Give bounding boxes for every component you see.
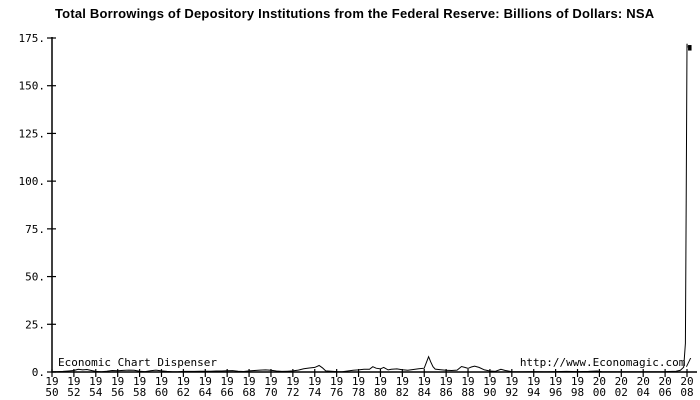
x-tick-label-year: 00 (593, 386, 606, 399)
x-tick-label-century: 19 (221, 375, 234, 388)
x-tick-label-century: 19 (527, 375, 540, 388)
watermark-economagic-url: http://www.Economagic.com/ (519, 356, 692, 369)
x-tick-label-century: 19 (133, 375, 146, 388)
chart-title: Total Borrowings of Depository Instituti… (55, 6, 655, 21)
x-tick-label-year: 82 (396, 386, 409, 399)
x-tick-label-century: 19 (111, 375, 124, 388)
x-tick-label-century: 19 (549, 375, 562, 388)
x-tick-label-century: 19 (67, 375, 80, 388)
x-tick-label-century: 19 (461, 375, 474, 388)
y-tick-label: 25. (25, 318, 45, 331)
x-tick-label-year: 84 (418, 386, 432, 399)
x-tick-label-year: 64 (199, 386, 213, 399)
x-tick-label-year: 96 (549, 386, 562, 399)
y-tick-label: 75. (25, 223, 45, 236)
x-tick-label-century: 20 (637, 375, 650, 388)
x-tick-label-century: 20 (658, 375, 671, 388)
x-tick-label-century: 19 (177, 375, 190, 388)
watermark-economic-chart-dispenser: Economic Chart Dispenser (58, 356, 217, 369)
x-tick-label-year: 50 (45, 386, 58, 399)
x-tick-label-century: 19 (483, 375, 496, 388)
x-tick-label-century: 19 (308, 375, 321, 388)
x-tick-label-century: 19 (571, 375, 584, 388)
x-tick-label-year: 04 (637, 386, 651, 399)
x-tick-label-year: 62 (177, 386, 190, 399)
x-tick-label-century: 20 (680, 375, 693, 388)
x-tick-label-century: 19 (396, 375, 409, 388)
x-tick-label-year: 02 (615, 386, 628, 399)
x-tick-label-year: 86 (440, 386, 453, 399)
x-tick-label-year: 58 (133, 386, 146, 399)
x-tick-label-year: 54 (89, 386, 103, 399)
axes (51, 37, 697, 373)
x-tick-label-century: 19 (155, 375, 168, 388)
x-tick-label-century: 20 (615, 375, 628, 388)
x-tick-label-year: 94 (527, 386, 541, 399)
x-tick-label-century: 19 (242, 375, 255, 388)
x-tick-label-year: 78 (352, 386, 365, 399)
x-tick-label-year: 68 (242, 386, 255, 399)
x-tick-label-century: 19 (286, 375, 299, 388)
x-tick-label-year: 76 (330, 386, 343, 399)
series-end-marker (688, 45, 692, 51)
x-tick-label-year: 66 (221, 386, 234, 399)
x-tick-label-year: 70 (264, 386, 277, 399)
x-tick-label-century: 19 (45, 375, 58, 388)
x-tick-label-year: 90 (483, 386, 496, 399)
x-tick-label-year: 88 (461, 386, 474, 399)
x-tick-label-century: 19 (89, 375, 102, 388)
y-tick-label: 175. (19, 32, 46, 45)
x-tick-label-year: 60 (155, 386, 168, 399)
y-tick-label: 50. (25, 271, 45, 284)
x-tick-label-century: 19 (264, 375, 277, 388)
y-tick-label: 0. (32, 366, 45, 379)
x-tick-label-year: 06 (658, 386, 671, 399)
x-tick-label-century: 19 (352, 375, 365, 388)
x-tick-label-year: 52 (67, 386, 80, 399)
x-tick-label-century: 19 (440, 375, 453, 388)
x-tick-label-year: 56 (111, 386, 124, 399)
x-tick-label-year: 98 (571, 386, 584, 399)
x-tick-label-century: 19 (199, 375, 212, 388)
x-tick-label-century: 19 (374, 375, 387, 388)
x-tick-label-century: 19 (505, 375, 518, 388)
x-tick-label-century: 19 (418, 375, 431, 388)
x-tick-label-year: 92 (505, 386, 518, 399)
x-tick-label-century: 19 (330, 375, 343, 388)
y-tick-label: 150. (19, 80, 46, 93)
x-tick-label-year: 08 (680, 386, 693, 399)
data-line (51, 43, 688, 373)
y-tick-label: 100. (19, 175, 46, 188)
y-tick-label: 125. (19, 127, 46, 140)
x-tick-label-year: 72 (286, 386, 299, 399)
x-tick-label-year: 80 (374, 386, 387, 399)
x-tick-label-century: 20 (593, 375, 606, 388)
x-tick-label-year: 74 (308, 386, 322, 399)
